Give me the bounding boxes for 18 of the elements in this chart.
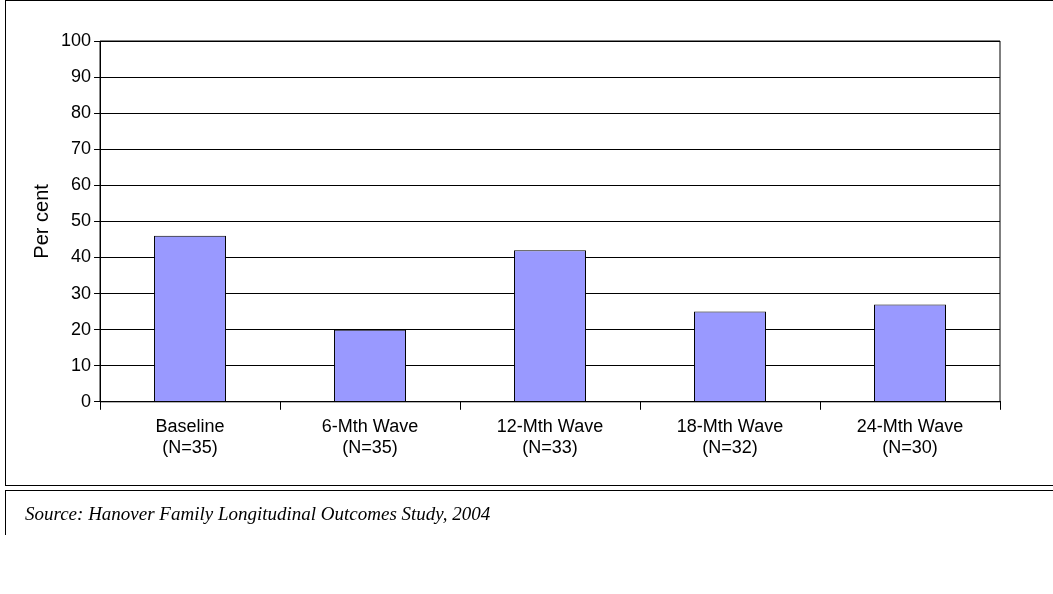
source-note: Source: Hanover Family Longitudinal Outcomes Study, 2004 (5, 490, 1053, 535)
x-tick-label: 24-Mth Wave (N=30) (856, 415, 964, 458)
y-tick-label: 20 (71, 318, 92, 339)
y-tick-label: 10 (71, 354, 92, 375)
y-tick-label: 100 (60, 29, 92, 50)
y-axis-title: Per cent (29, 183, 52, 259)
y-tick-label: 80 (71, 102, 92, 123)
y-tick-label: 30 (71, 282, 92, 303)
x-tick-label: 12-Mth Wave (N=33) (496, 415, 604, 458)
y-tick-label: 60 (71, 174, 92, 195)
y-tick-label: 50 (71, 210, 92, 231)
x-tick-label: 18-Mth Wave (N=32) (676, 415, 784, 458)
x-tick-label: Baseline (N=35) (155, 415, 225, 458)
y-tick-label: 40 (71, 246, 92, 267)
y-tick-label: 70 (71, 138, 92, 159)
x-tick-label: 6-Mth Wave (N=35) (321, 415, 419, 458)
y-tick-label: 0 (81, 390, 92, 411)
y-tick-label: 90 (71, 66, 92, 87)
